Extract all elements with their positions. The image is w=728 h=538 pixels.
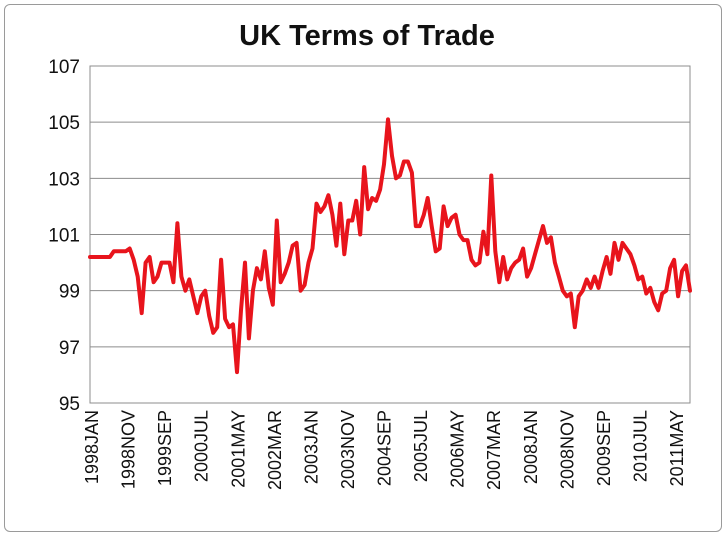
- y-tick-label: 97: [59, 338, 80, 359]
- x-tick-label: 2003JAN: [301, 410, 321, 484]
- x-tick-label: 2007MAR: [484, 410, 504, 490]
- x-tick-label: 2008NOV: [557, 410, 577, 489]
- y-tick-label: 99: [59, 282, 80, 303]
- series-line: [88, 117, 692, 375]
- x-tick-label: 1998JAN: [82, 410, 102, 484]
- x-tick-label: 2000JUL: [192, 410, 212, 482]
- x-tick-label: 2002MAR: [265, 410, 285, 490]
- chart-title: UK Terms of Trade: [239, 20, 495, 52]
- x-tick-label: 2001MAY: [228, 410, 248, 488]
- x-tick-label: 2006MAY: [448, 410, 468, 488]
- y-axis-ticks: 95 97 99 101 103 105 107: [48, 57, 80, 415]
- x-tick-label: 2009SEP: [594, 410, 614, 486]
- y-tick-label: 105: [48, 113, 80, 134]
- x-tick-label: 2005JUL: [411, 410, 431, 482]
- y-tick-label: 107: [48, 57, 80, 78]
- plot-area-border: [89, 65, 691, 404]
- y-tick-label: 95: [59, 394, 80, 415]
- x-tick-label: 2011MAY: [667, 410, 687, 486]
- y-tick-label: 101: [48, 226, 80, 247]
- x-axis-ticks: 1998JAN 1998NOV 1999SEP 2000JUL 2001MAY 2002M…: [82, 410, 687, 490]
- x-tick-label: 2003NOV: [338, 410, 358, 489]
- x-tick-label: 2004SEP: [375, 410, 395, 486]
- x-tick-label: 1999SEP: [155, 410, 175, 486]
- x-tick-label: 2010JUL: [630, 410, 650, 482]
- x-tick-label: 2008JAN: [521, 410, 541, 484]
- y-tick-label: 103: [48, 169, 80, 190]
- x-tick-label: 1998NOV: [119, 410, 139, 489]
